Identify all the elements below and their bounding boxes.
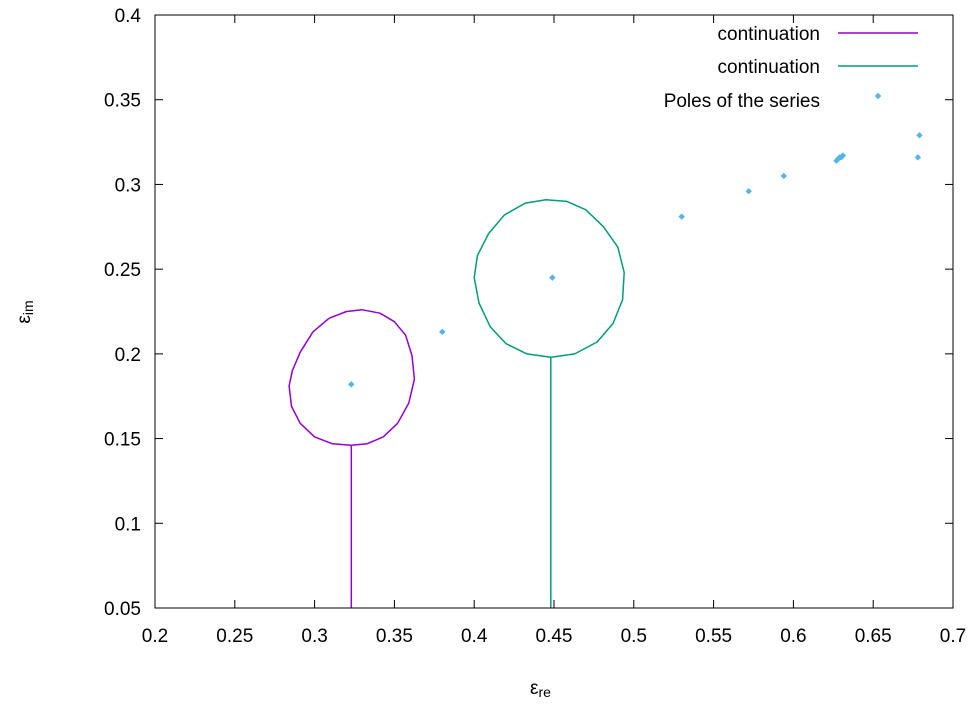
- pole-point: [833, 157, 840, 164]
- pole-point: [348, 381, 355, 388]
- pole-point: [439, 328, 446, 336]
- pole-point: [780, 172, 788, 180]
- x-tick-label: 0.45: [536, 626, 573, 647]
- x-tick-label: 0.7: [940, 626, 966, 647]
- x-tick-label: 0.25: [216, 626, 253, 647]
- x-axis-label-main: ε: [530, 678, 539, 699]
- series-line-2: [473, 198, 625, 608]
- x-tick-label: 0.6: [780, 626, 806, 647]
- x-tick-label: 0.55: [695, 626, 732, 647]
- x-axis-label-sub: re: [538, 684, 551, 700]
- legend-label: Poles of the series: [664, 91, 820, 112]
- y-axis-label-main: ε: [14, 315, 35, 324]
- x-axis-label: εre: [530, 678, 551, 700]
- y-tick-label: 0.25: [104, 260, 141, 281]
- legend-label: continuation: [718, 24, 820, 45]
- x-tick-label: 0.65: [855, 626, 892, 647]
- pole-point: [916, 132, 923, 139]
- y-axis-label: εim: [14, 300, 36, 323]
- y-tick-label: 0.35: [104, 91, 141, 112]
- y-tick-label: 0.2: [115, 345, 141, 366]
- pole-point: [914, 154, 922, 161]
- pole-point: [839, 152, 847, 159]
- ticks-layer: 0.2 0.25 0.3 0.35 0.4 0.45 0.5 0.55 0.6 0.65 0.7 0.…: [104, 6, 966, 647]
- y-tick-label: 0.4: [115, 6, 142, 27]
- pole-point: [549, 274, 556, 281]
- x-tick-label: 0.4: [461, 626, 488, 647]
- x-tick-label: 0.35: [376, 626, 413, 647]
- y-axis-label-sub: im: [20, 300, 36, 315]
- y-tick-label: 0.1: [115, 514, 141, 535]
- legend-label: continuation: [718, 57, 820, 78]
- legend-swatch-point: [874, 92, 882, 100]
- x-tick-label: 0.5: [621, 626, 647, 647]
- plot-frame: [154, 14, 954, 609]
- y-tick-label: 0.15: [104, 430, 141, 451]
- y-tick-label: 0.3: [115, 175, 141, 196]
- x-tick-label: 0.2: [142, 626, 168, 647]
- series-line-1: [288, 309, 416, 608]
- series-layer: [288, 132, 923, 608]
- y-tick-label: 0.05: [104, 599, 141, 620]
- x-tick-label: 0.3: [301, 626, 327, 647]
- pole-point: [678, 213, 685, 220]
- pole-point: [745, 188, 752, 195]
- legend: continuation continuation Poles of the ser…: [664, 24, 918, 112]
